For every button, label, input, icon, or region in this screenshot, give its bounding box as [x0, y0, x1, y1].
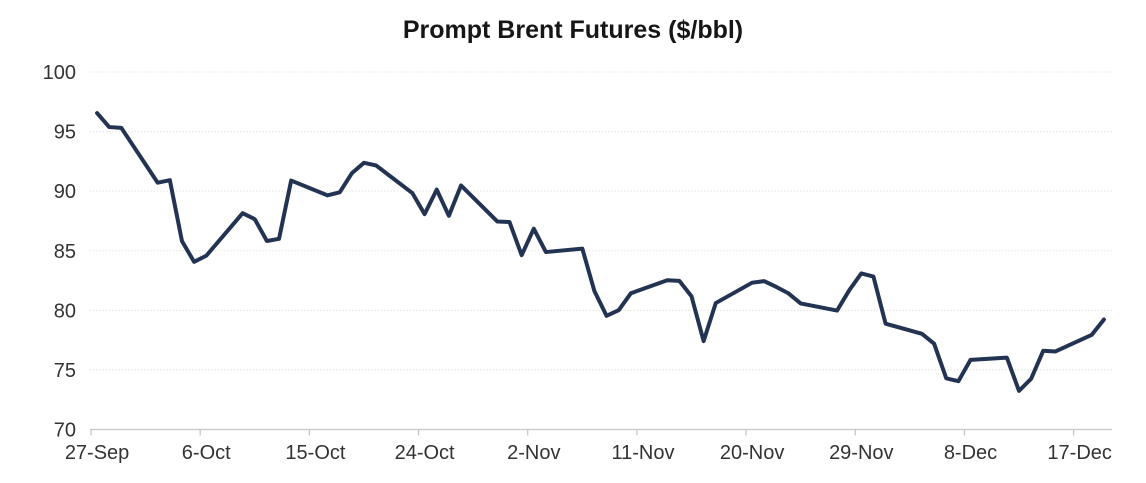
x-axis-tick-label: 27-Sep	[65, 442, 130, 464]
chart-title: Prompt Brent Futures ($/bbl)	[402, 16, 744, 44]
y-axis-tick-label: 95	[54, 122, 76, 144]
y-axis-tick-label: 80	[54, 300, 76, 322]
x-axis-tick-label: 24-Oct	[395, 442, 455, 464]
y-axis-tick-label: 90	[54, 181, 76, 203]
y-axis-tick-label: 100	[43, 62, 76, 84]
x-axis-tick-label: 29-Nov	[829, 442, 893, 464]
y-axis-tick-label: 85	[54, 241, 76, 263]
x-axis-tick-label: 20-Nov	[720, 442, 784, 464]
x-axis-tick-label: 8-Dec	[944, 442, 997, 464]
x-axis-tick-label: 15-Oct	[285, 442, 345, 464]
x-axis-tick-label: 6-Oct	[182, 442, 231, 464]
axes	[90, 428, 1112, 436]
y-axis-tick-label: 75	[54, 360, 76, 382]
price-series	[95, 111, 1106, 393]
brent-price-line	[95, 111, 1106, 393]
y-axis-tick-label: 70	[54, 420, 76, 442]
x-axis-tick-label: 11-Nov	[611, 442, 674, 464]
x-axis-tick-label: 17-Dec	[1047, 442, 1111, 464]
x-axis-tick-label: 2-Nov	[507, 442, 560, 464]
axis-labels: 70 75 80 85 90 95 100 27-Sep 6-Oct 15-Oct 24-Oct 2-…	[43, 62, 1112, 464]
gridlines	[90, 71, 1112, 371]
